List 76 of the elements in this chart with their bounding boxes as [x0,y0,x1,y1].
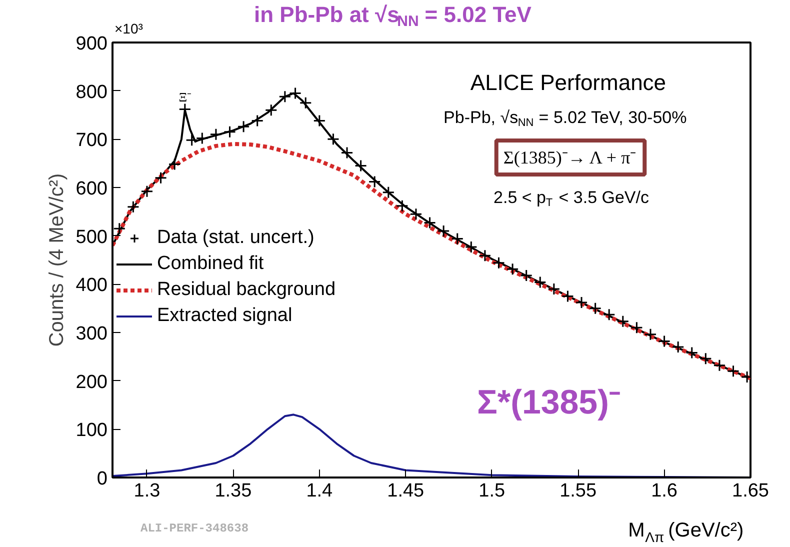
point [126,200,140,214]
point [686,346,698,360]
annotation: Ξ⁻ [178,89,192,104]
point [368,175,381,188]
point [478,249,492,262]
point [561,290,574,302]
x-tick-label: 1.4 [306,480,334,502]
y-tick-label: 0 [96,468,108,490]
x-tick-label: 1.65 [732,480,769,502]
x-tick-label: 1.5 [478,480,506,502]
point [289,87,302,100]
point [340,146,354,159]
x-tick-label: 1.45 [387,480,424,502]
x-tick-label: 1.3 [134,480,160,502]
point [251,114,264,128]
line-series [112,142,750,380]
point [299,96,312,110]
point [313,114,326,128]
point [278,90,292,103]
point [616,315,630,328]
point [520,269,533,282]
legend-label: Data (stat. uncert.) [157,227,314,249]
y-tick-label: 500 [76,226,108,248]
point [548,282,560,296]
y-tick-label: 100 [76,420,108,442]
point [589,302,602,315]
point [210,128,222,141]
point [630,321,643,334]
annotation: Σ(1385)⁻→ Λ + π⁻ [503,148,636,168]
point [534,276,546,288]
point [602,308,616,321]
y-tick-label: 700 [76,130,108,152]
point [140,185,154,198]
point [382,186,395,199]
point [224,126,236,138]
point [186,134,198,146]
point [658,334,671,348]
point [727,364,740,378]
point [168,158,181,171]
point [451,232,464,245]
point [410,208,422,220]
point [464,240,478,254]
y-tick-label: 900 [76,34,108,54]
text: ALI-PERF-348638 [140,522,249,536]
point [713,359,726,372]
annotation: Σ*(1385)⁻ [477,384,620,422]
point [672,340,684,354]
point [326,132,340,146]
legend-label: Residual background [157,279,336,301]
point [196,132,208,144]
point [699,352,712,365]
point [113,222,126,235]
point [154,172,168,184]
point [237,120,250,133]
point [575,296,588,309]
point [396,200,408,212]
point [264,104,278,116]
legend-label: Combined fit [157,253,264,275]
point [437,224,450,238]
x-tick-label: 1.35 [214,480,252,502]
y-tick-label: 200 [76,372,108,393]
y-axis-title: Counts / (4 MeV/c²) [46,173,68,347]
text: ×10³ [114,20,144,36]
y-tick-label: 400 [76,275,108,296]
annotation: ALICE Performance [470,70,666,95]
x-tick-label: 1.6 [651,480,678,502]
legend-label: Extracted signal [157,305,292,327]
point [424,216,436,230]
y-tick-label: 600 [76,178,108,200]
point [506,262,519,276]
point [644,328,657,341]
point [354,160,368,172]
point [492,256,505,270]
y-tick-label: 800 [76,82,108,103]
y-tick-label: 300 [76,324,108,344]
x-tick-label: 1.55 [560,480,597,502]
